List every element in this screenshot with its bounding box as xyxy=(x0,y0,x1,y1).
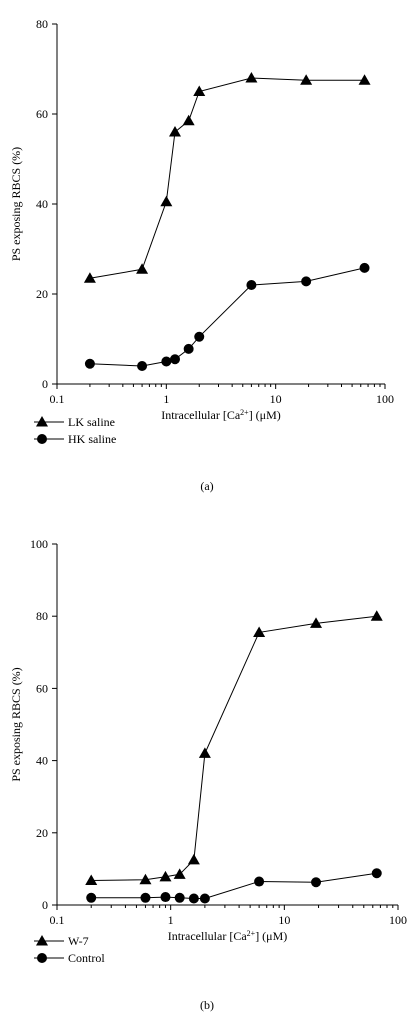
data-point-triangle xyxy=(159,870,172,882)
legend-label: HK saline xyxy=(68,432,116,446)
legend-marker-circle xyxy=(37,953,47,963)
data-point-triangle xyxy=(182,114,195,126)
data-point-circle xyxy=(174,892,185,903)
legend-entry: LK saline xyxy=(34,415,115,429)
x-tick-label: 1 xyxy=(163,392,169,406)
legend-marker-circle xyxy=(37,434,47,444)
data-point-circle xyxy=(194,331,205,342)
legend-entry: HK saline xyxy=(34,432,116,446)
y-tick-label: 0 xyxy=(42,898,48,912)
x-axis-label: Intracellular [Ca2+] (μM) xyxy=(168,929,288,944)
x-tick-label: 10 xyxy=(270,392,282,406)
data-point-circle xyxy=(169,354,180,365)
legend-marker-triangle xyxy=(36,935,48,946)
data-point-triangle xyxy=(193,85,206,96)
data-point-triangle xyxy=(310,617,323,628)
series-line xyxy=(89,77,365,279)
y-tick-label: 40 xyxy=(36,197,48,211)
data-point-circle xyxy=(161,356,172,367)
y-tick-label: 80 xyxy=(36,17,48,31)
y-tick-label: 20 xyxy=(36,826,48,840)
legend-entry: W-7 xyxy=(34,934,89,948)
data-point-circle xyxy=(137,361,148,371)
x-tick-label: 10 xyxy=(278,913,290,927)
data-point-triangle xyxy=(173,868,186,879)
legend-label: W-7 xyxy=(68,934,89,948)
data-point-circle xyxy=(86,892,97,903)
data-point-circle xyxy=(311,877,322,888)
data-point-circle xyxy=(183,343,194,354)
data-point-circle xyxy=(188,893,199,904)
x-tick-label: 100 xyxy=(389,913,407,927)
y-tick-label: 80 xyxy=(36,609,48,623)
series-triangle-group xyxy=(85,610,383,885)
data-point-circle xyxy=(301,276,312,287)
data-point-circle xyxy=(246,280,257,290)
chart-panel-a: 0 20 40 60 80 0.1 1 10 100 Intracellular [Ca2+] (… xyxy=(9,17,394,493)
y-tick-label: 20 xyxy=(36,287,48,301)
x-axis-label-superscript: 2+ xyxy=(240,408,249,417)
x-tick-label: 0.1 xyxy=(50,392,65,406)
x-tick-label: 100 xyxy=(376,392,394,406)
series-line xyxy=(89,267,365,367)
data-point-triangle xyxy=(187,853,200,865)
y-axis-label: PS exposing RBCS (%) xyxy=(9,147,23,261)
data-point-triangle xyxy=(253,626,266,637)
x-axis-label: Intracellular [Ca2+] (μM) xyxy=(161,408,281,423)
data-point-circle xyxy=(199,893,210,904)
data-point-triangle xyxy=(198,747,211,758)
series-circle-group xyxy=(84,262,370,371)
data-point-triangle xyxy=(160,195,173,207)
x-axis-label-text: Intracellular [Ca xyxy=(168,929,248,943)
data-point-circle xyxy=(84,358,95,369)
legend-entry: Control xyxy=(34,951,105,965)
data-point-circle xyxy=(140,892,151,903)
panel-label: (a) xyxy=(200,479,213,493)
data-point-circle xyxy=(160,892,171,903)
data-point-triangle xyxy=(136,263,149,274)
data-point-triangle xyxy=(168,126,181,137)
y-axis-label: PS exposing RBCS (%) xyxy=(9,667,23,781)
legend-marker-triangle xyxy=(36,416,48,427)
chart-panel-b: 0 20 40 60 80 100 0.1 1 10 100 Intracellular [Ca2+… xyxy=(9,537,407,1012)
series-triangle-group xyxy=(83,72,371,283)
panel-label: (b) xyxy=(200,998,214,1012)
x-axis-label-unit: ] (μM) xyxy=(249,408,281,422)
x-tick-label: 1 xyxy=(168,913,174,927)
legend-label: LK saline xyxy=(68,415,115,429)
legend-label: Control xyxy=(68,951,105,965)
data-point-triangle xyxy=(370,610,383,621)
y-tick-label: 60 xyxy=(36,107,48,121)
y-tick-label: 100 xyxy=(30,537,48,551)
data-point-triangle xyxy=(300,74,313,85)
x-axis-label-superscript: 2+ xyxy=(247,929,256,938)
x-axis-label-unit: ] (μM) xyxy=(255,929,287,943)
y-tick-label: 60 xyxy=(36,681,48,695)
x-axis-label-text: Intracellular [Ca xyxy=(161,408,241,422)
y-tick-label: 40 xyxy=(36,754,48,768)
data-point-triangle xyxy=(85,874,98,885)
data-point-circle xyxy=(371,868,382,879)
data-point-triangle xyxy=(83,272,96,283)
x-tick-label: 0.1 xyxy=(50,913,65,927)
series-line xyxy=(91,615,377,881)
data-point-circle xyxy=(254,876,265,887)
data-point-triangle xyxy=(358,74,371,85)
data-point-triangle xyxy=(139,873,152,885)
data-point-circle xyxy=(359,262,370,273)
series-circle-group xyxy=(86,868,382,904)
series-line xyxy=(91,872,377,899)
data-point-triangle xyxy=(245,72,258,83)
y-tick-label: 0 xyxy=(42,377,48,391)
